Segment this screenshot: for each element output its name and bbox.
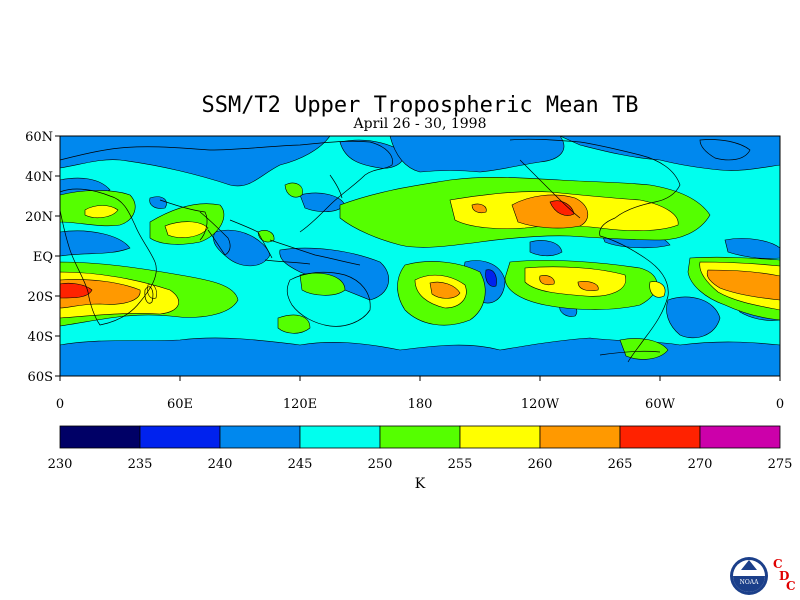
noaa-logo-text: NOAA <box>740 579 760 586</box>
colorbar: 230 235 240 245 250 255 260 265 270 275 <box>48 425 793 472</box>
lon-label: 120W <box>521 397 560 412</box>
lat-axis: 60N 40N 20N EQ 20S 40S 60S <box>25 130 60 385</box>
lat-label: 40N <box>25 170 53 185</box>
lon-label: 0 <box>56 397 64 412</box>
cdc-letter-3: C <box>786 579 796 593</box>
lon-label: 0 <box>776 397 784 412</box>
colorbar-swatch <box>219 425 301 449</box>
field-245-250 <box>60 136 780 376</box>
colorbar-tick-label: 275 <box>768 457 793 472</box>
colorbar-swatch <box>379 425 461 449</box>
colorbar-tick-label: 235 <box>128 457 153 472</box>
lon-axis: 0 60E 120E 180 120W 60W 0 <box>56 376 784 412</box>
lat-label: 60N <box>25 130 53 145</box>
contours-240-245 <box>60 136 780 376</box>
cdc-letters: C D C <box>773 557 796 593</box>
colorbar-swatch <box>699 425 781 449</box>
lat-label: 20S <box>28 290 53 305</box>
contours-265-270 <box>60 200 575 299</box>
noaa-logo: NOAA <box>730 557 768 595</box>
cdc-letter-1: C <box>773 557 783 571</box>
colorbar-tick-label: 260 <box>528 457 553 472</box>
colorbar-swatch <box>59 425 141 449</box>
colorbar-unit: K <box>415 476 426 492</box>
colorbar-tick-label: 250 <box>368 457 393 472</box>
colorbar-swatch <box>459 425 541 449</box>
lon-label: 180 <box>408 397 433 412</box>
colorbar-swatch <box>139 425 221 449</box>
lon-label: 60W <box>645 397 676 412</box>
lon-label: 60E <box>167 397 193 412</box>
map-panel <box>59 135 781 377</box>
contours-255-260 <box>60 191 780 319</box>
colorbar-swatch <box>539 425 621 449</box>
coastlines <box>60 138 751 363</box>
contours-235-240 <box>485 269 497 287</box>
lat-label: 20N <box>25 210 53 225</box>
colorbar-swatch <box>619 425 701 449</box>
colorbar-tick-label: 245 <box>288 457 313 472</box>
lon-label: 120E <box>283 397 317 412</box>
colorbar-tick-label: 255 <box>448 457 473 472</box>
lat-label: EQ <box>33 250 53 265</box>
map-subtitle: April 26 - 30, 1998 <box>353 116 487 132</box>
lat-label: 60S <box>28 370 53 385</box>
cdc-letter-2: D <box>779 569 789 583</box>
map-title: SSM/T2 Upper Tropospheric Mean TB <box>201 93 638 118</box>
colorbar-tick-label: 265 <box>608 457 633 472</box>
lat-label: 40S <box>28 330 53 345</box>
colorbar-tick-label: 240 <box>208 457 233 472</box>
colorbar-tick-label: 270 <box>688 457 713 472</box>
colorbar-swatch <box>299 425 381 449</box>
colorbar-tick-label: 230 <box>48 457 73 472</box>
